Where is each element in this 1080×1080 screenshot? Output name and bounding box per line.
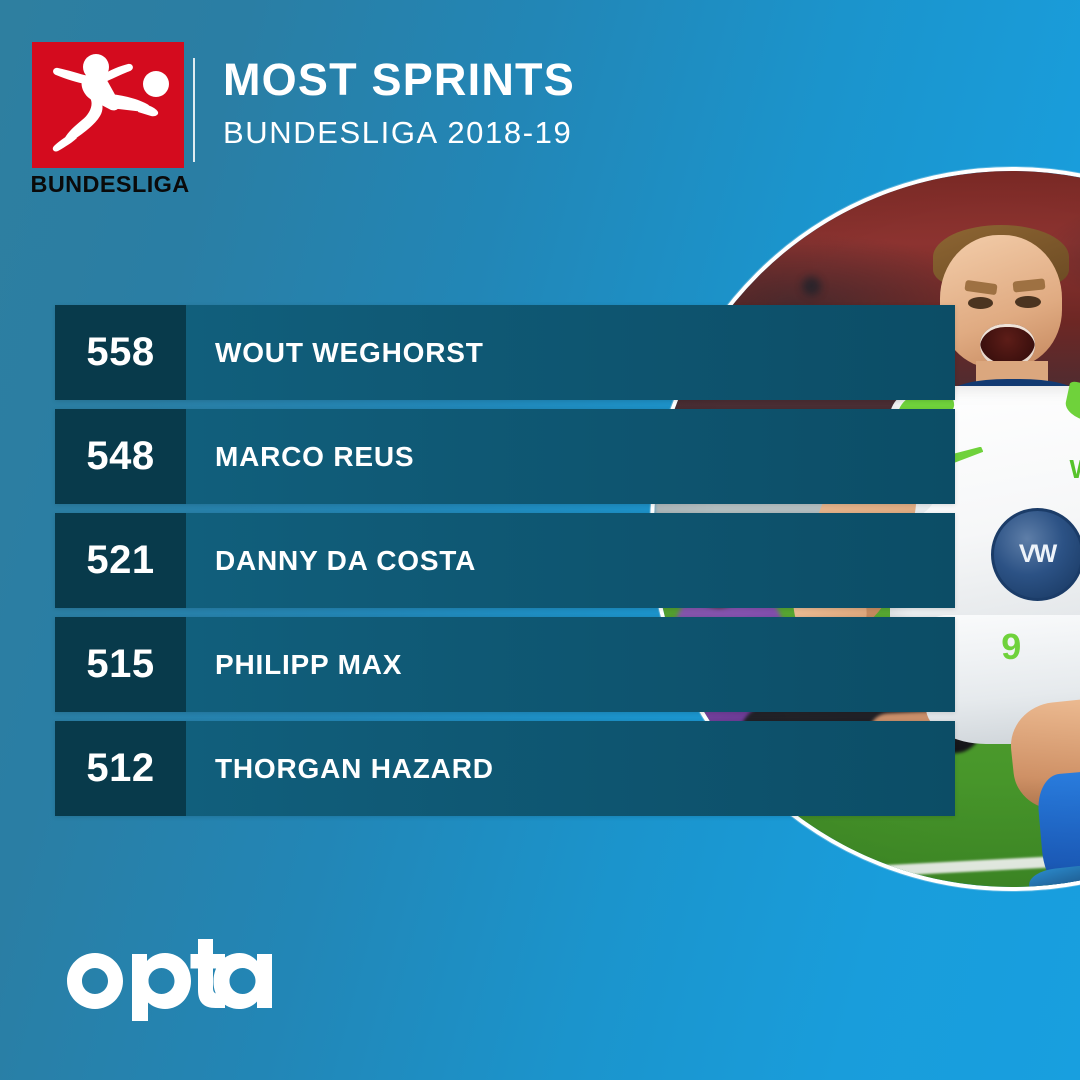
row-value: 558 xyxy=(55,305,186,400)
row-value: 515 xyxy=(55,617,186,712)
row-bar: THORGAN HAZARD xyxy=(186,721,955,816)
bundesliga-logo-block: BUNDESLIGA xyxy=(30,42,190,197)
table-row: 548 MARCO REUS xyxy=(55,409,955,504)
player-eye-left xyxy=(967,297,994,310)
row-bar: WOUT WEGHORST xyxy=(186,305,955,400)
bundesliga-wordmark: BUNDESLIGA xyxy=(30,171,190,197)
row-player-name: DANNY DA COSTA xyxy=(215,544,477,576)
wolfsburg-crest-icon: W xyxy=(1051,440,1080,501)
table-row: 512 THORGAN HAZARD xyxy=(55,721,955,816)
bundesliga-logo-icon xyxy=(32,42,184,168)
row-value: 548 xyxy=(55,409,186,504)
row-player-name: THORGAN HAZARD xyxy=(215,752,494,784)
row-player-name: PHILIPP MAX xyxy=(215,648,403,680)
sprint-leaderboard: 558 WOUT WEGHORST 548 MARCO REUS 521 DAN… xyxy=(55,305,955,825)
row-player-name: WOUT WEGHORST xyxy=(215,336,484,368)
header-titles: MOST SPRINTS BUNDESLIGA 2018-19 xyxy=(223,54,575,151)
row-value: 521 xyxy=(55,513,186,608)
row-bar: DANNY DA COSTA xyxy=(186,513,955,608)
row-bar: PHILIPP MAX xyxy=(186,617,955,712)
header: BUNDESLIGA MOST SPRINTS BUNDESLIGA 2018-… xyxy=(0,0,1080,230)
row-bar: MARCO REUS xyxy=(186,409,955,504)
row-value: 512 xyxy=(55,721,186,816)
page-subtitle: BUNDESLIGA 2018-19 xyxy=(223,115,573,151)
jersey-number: 9 xyxy=(1001,626,1073,698)
opta-logo: opta xyxy=(62,935,272,1021)
page-title: MOST SPRINTS xyxy=(223,54,575,105)
table-row: 558 WOUT WEGHORST xyxy=(55,305,955,400)
player-mouth xyxy=(980,323,1035,368)
player-eye-right xyxy=(1014,295,1041,308)
vw-sponsor-logo: VW xyxy=(990,507,1080,601)
table-row: 521 DANNY DA COSTA xyxy=(55,513,955,608)
table-row: 515 PHILIPP MAX xyxy=(55,617,955,712)
row-player-name: MARCO REUS xyxy=(215,440,415,472)
header-divider xyxy=(193,58,195,162)
